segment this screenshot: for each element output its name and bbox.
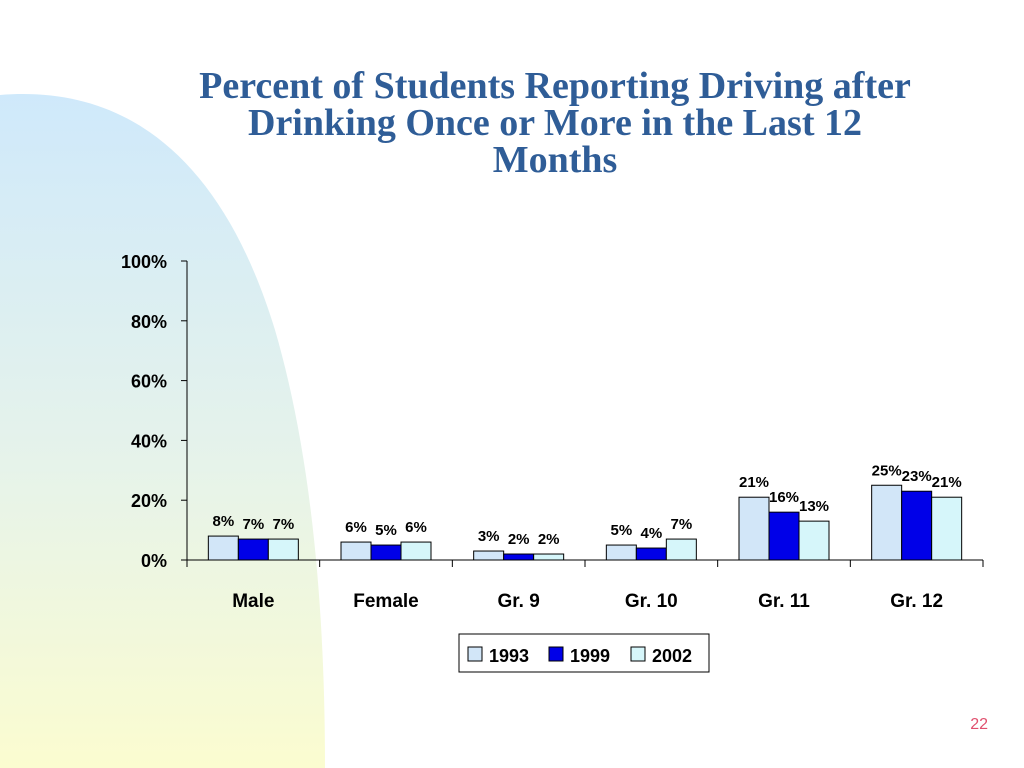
category-label: Male: [232, 591, 274, 612]
bar-1999: [768, 511, 800, 561]
data-label: 5%: [375, 522, 397, 539]
bar-1993: [473, 550, 505, 561]
legend-label: 1993: [489, 646, 529, 666]
bar-1999: [901, 490, 933, 561]
slide-title: Percent of Students Reporting Driving af…: [110, 65, 1000, 181]
data-label: 5%: [610, 522, 632, 539]
bar-1999: [237, 538, 269, 561]
y-tick-label: 100%: [121, 252, 167, 272]
title-line-1: Percent of Students Reporting Driving af…: [199, 65, 911, 107]
bar-1993: [738, 496, 770, 561]
bar-2002: [267, 538, 299, 561]
bar-2002: [665, 538, 697, 561]
bar-1999: [370, 544, 402, 561]
bar-1993: [871, 484, 903, 561]
bar-1993: [340, 541, 372, 561]
y-tick-label: 40%: [131, 431, 167, 451]
bar-1999: [503, 553, 535, 561]
data-label: 13%: [799, 498, 829, 515]
data-label: 21%: [739, 474, 769, 491]
data-label: 7%: [242, 516, 264, 533]
category-label: Gr. 10: [625, 591, 678, 612]
legend-box: [458, 633, 710, 673]
category-label: Gr. 12: [890, 591, 943, 612]
bar-2002: [931, 496, 963, 561]
category-label: Female: [353, 591, 418, 612]
data-label: 7%: [272, 516, 294, 533]
bar-2002: [400, 541, 432, 561]
y-tick-label: 80%: [131, 312, 167, 332]
legend-label: 1999: [570, 646, 610, 666]
bar-2002: [533, 553, 565, 561]
data-label: 21%: [932, 474, 962, 491]
data-label: 3%: [478, 528, 500, 545]
legend: 1993 1999 2002: [458, 633, 710, 673]
data-label: 2%: [538, 531, 560, 548]
legend-swatch-1999: [548, 646, 564, 662]
data-label: 6%: [405, 519, 427, 536]
data-label: 16%: [769, 489, 799, 506]
data-label: 4%: [640, 525, 662, 542]
legend-swatch-1993: [467, 646, 483, 662]
category-label: Gr. 11: [758, 591, 810, 612]
bar-1993: [207, 535, 239, 561]
data-label: 6%: [345, 519, 367, 536]
bar-1999: [635, 547, 667, 561]
legend-swatch-2002: [630, 646, 646, 662]
data-label: 25%: [872, 462, 902, 479]
title-line-2: Drinking Once or More in the Last 12: [248, 102, 862, 144]
data-label: 23%: [902, 468, 932, 485]
y-tick-label: 0%: [141, 551, 167, 571]
category-label: Gr. 9: [498, 591, 540, 612]
title-line-3: Months: [492, 139, 618, 181]
y-tick-label: 20%: [131, 491, 167, 511]
background-arc-shape: [0, 94, 325, 768]
data-label: 7%: [670, 516, 692, 533]
data-label: 8%: [212, 513, 234, 530]
data-label: 2%: [508, 531, 530, 548]
y-tick-label: 60%: [131, 372, 167, 392]
bar-1993: [605, 544, 637, 561]
page-number: 22: [970, 716, 988, 733]
legend-label: 2002: [652, 646, 692, 666]
bar-2002: [798, 520, 830, 561]
